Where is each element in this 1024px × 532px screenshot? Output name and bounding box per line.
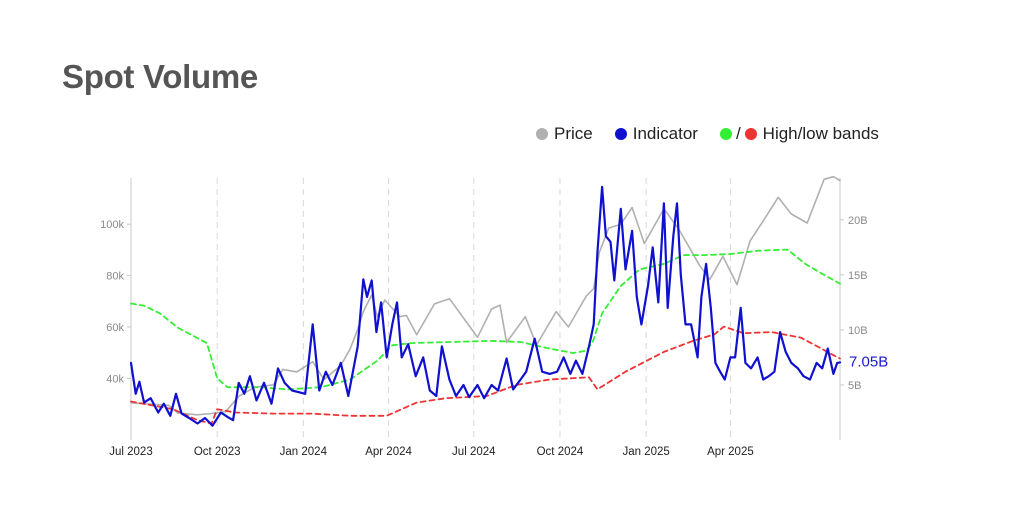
legend-price-dot [536,128,548,140]
left-tick-label: 40k [106,373,124,385]
legend-price-label: Price [554,124,593,143]
series-indicator-line [129,185,842,427]
left-tick-label: 100k [100,219,124,231]
x-tick-label: Oct 2024 [537,446,584,458]
left-tick-label: 60k [106,322,124,334]
series-high-band-line [130,248,841,391]
x-tick-label: Jan 2024 [280,446,328,458]
legend-bands-separator: / [735,124,741,143]
legend-indicator-dot [614,128,627,140]
x-tick-label: Oct 2023 [194,446,241,458]
x-tick-label: Jul 2024 [452,446,496,458]
legend-bands-label: High/low bands [762,124,879,143]
legend-low-band-dot [744,128,757,140]
legend-high-band-dot [719,128,732,140]
series-low-band-line [130,325,841,425]
x-tick-label: Jan 2025 [622,446,669,458]
chart-title: Spot Volume [62,58,258,95]
right-tick-label: 10B [848,325,868,337]
left-tick-label: 80k [106,271,124,283]
series-price-line [130,175,841,416]
x-tick-label: Apr 2024 [365,446,412,458]
legend-item-bands[interactable]: / High/low bands [719,124,879,144]
x-tick-label: Jul 2023 [109,446,152,458]
x-tick-label: Apr 2025 [707,446,754,458]
right-tick-label: 5B [848,380,861,392]
legend-item-price[interactable]: Price [536,124,593,144]
right-tick-label: 15B [848,270,868,282]
indicator-last-value-label: 7.05B [849,353,888,370]
legend-indicator-label: Indicator [632,124,698,143]
legend-item-indicator[interactable]: Indicator [614,124,698,144]
right-tick-label: 20B [848,215,868,227]
chart-legend: Price Indicator / High/low bands [536,124,879,144]
